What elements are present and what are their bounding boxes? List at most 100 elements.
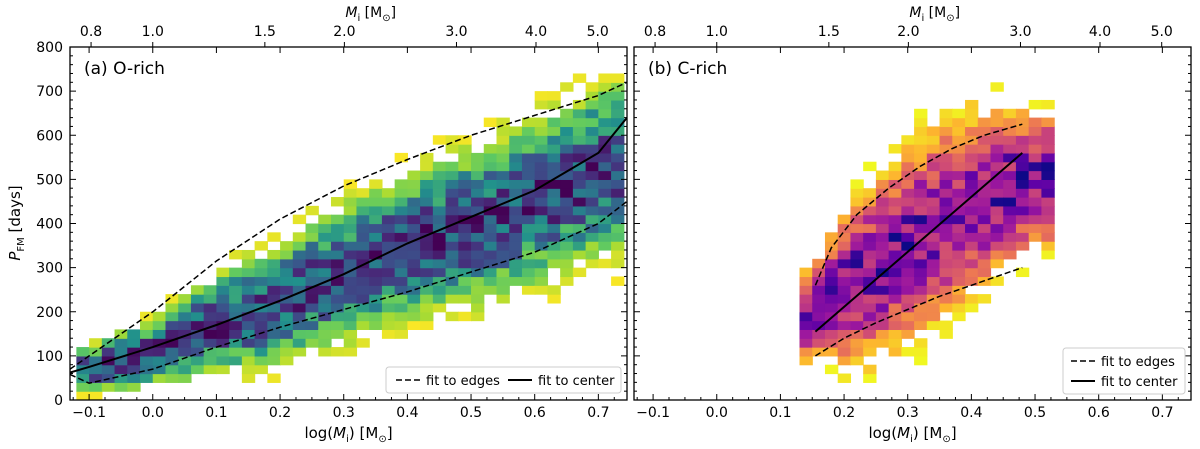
histogram-cell	[977, 188, 992, 198]
histogram-cell	[521, 197, 536, 207]
histogram-cell	[850, 285, 864, 295]
histogram-cell	[888, 144, 902, 154]
histogram-cell	[229, 338, 243, 348]
histogram-cell	[611, 117, 625, 128]
histogram-cell	[547, 126, 561, 136]
histogram-cell	[458, 294, 472, 304]
histogram-cell	[1028, 205, 1042, 216]
histogram-cell	[458, 267, 472, 278]
histogram-cell	[888, 223, 902, 233]
histogram-cell	[292, 338, 307, 348]
histogram-cell	[420, 311, 434, 322]
histogram-cell	[914, 347, 928, 357]
histogram-cell	[280, 285, 294, 295]
histogram-cell	[356, 302, 370, 313]
histogram-cell	[572, 73, 587, 83]
histogram-cell	[863, 161, 877, 172]
histogram-cell	[305, 302, 319, 313]
histogram-cell	[305, 294, 319, 304]
histogram-cell	[914, 294, 928, 304]
x-tick-label: 0.6	[524, 405, 546, 421]
histogram-cell	[394, 214, 408, 225]
histogram-cell	[611, 135, 625, 145]
histogram-cell	[216, 285, 230, 295]
histogram-cell	[977, 126, 992, 136]
histogram-cell	[190, 347, 205, 357]
histogram-cell	[318, 347, 332, 357]
histogram-cell	[952, 205, 966, 216]
histogram-cell	[458, 311, 472, 322]
histogram-cell	[292, 329, 307, 339]
histogram-cell	[203, 329, 218, 339]
histogram-cell	[914, 232, 928, 242]
histogram-cell	[203, 347, 218, 357]
histogram-cell	[585, 241, 599, 251]
histogram-cell	[521, 285, 536, 295]
histogram-cell	[318, 258, 332, 269]
histogram-cell	[585, 223, 599, 233]
top-tick-label: 1.5	[818, 24, 840, 40]
histogram-cell	[572, 108, 587, 119]
histogram-cell	[952, 258, 966, 269]
histogram-cell	[952, 161, 966, 172]
edge-fit-line	[815, 266, 1023, 357]
histogram-cell	[850, 329, 864, 339]
histogram-cell	[369, 320, 383, 330]
x-tick-label: 0.6	[1088, 405, 1110, 421]
histogram-cell	[572, 241, 587, 251]
histogram-cell	[496, 170, 510, 180]
histogram-cell	[914, 108, 928, 119]
histogram-cell	[534, 214, 549, 225]
histogram-cell	[330, 347, 345, 357]
histogram-cell	[343, 179, 358, 189]
histogram-cell	[1003, 152, 1017, 163]
histogram-cell	[483, 232, 498, 242]
histogram-cell	[939, 241, 953, 251]
histogram-cell	[140, 364, 154, 375]
y-tick-label: 400	[36, 217, 63, 233]
histogram-cell	[496, 267, 510, 278]
histogram-cell	[127, 347, 141, 357]
histogram-cell	[952, 223, 966, 233]
histogram-cell	[863, 347, 877, 357]
histogram-cell	[509, 258, 523, 269]
histogram-cell	[178, 364, 192, 375]
histogram-cell	[471, 249, 485, 260]
histogram-cell	[471, 197, 485, 207]
histogram-cell	[611, 258, 625, 269]
histogram-cell	[216, 267, 230, 278]
histogram-cell	[837, 329, 852, 339]
histogram-cell	[420, 179, 434, 189]
histogram-cell	[534, 117, 549, 128]
histogram-cell	[330, 197, 345, 207]
histogram-cell	[394, 232, 408, 242]
legend-label: fit to center	[1101, 375, 1178, 390]
histogram-cell	[330, 285, 345, 295]
histogram-cell	[965, 152, 979, 163]
histogram-cell	[254, 267, 268, 278]
histogram-cell	[394, 276, 408, 286]
histogram-cell	[965, 249, 979, 260]
histogram-cell	[901, 311, 915, 322]
histogram-cell	[875, 197, 890, 207]
histogram-cell	[356, 205, 370, 216]
histogram-cell	[560, 205, 574, 216]
histogram-cell	[952, 170, 966, 180]
histogram-cell	[939, 258, 953, 269]
histogram-cell	[837, 276, 852, 286]
histogram-cell	[914, 205, 928, 216]
histogram-cell	[343, 285, 358, 295]
histogram-cell	[471, 241, 485, 251]
histogram-cell	[521, 126, 536, 136]
histogram-cell	[534, 232, 549, 242]
histogram-cell	[330, 276, 345, 286]
histogram-cell	[76, 355, 90, 366]
histogram-cell	[381, 329, 396, 339]
histogram-cell	[127, 355, 141, 366]
histogram-cell	[407, 179, 421, 189]
histogram-cell	[432, 258, 447, 269]
histogram-cell	[140, 338, 154, 348]
histogram-cell	[914, 117, 928, 128]
histogram-cell	[560, 152, 574, 163]
